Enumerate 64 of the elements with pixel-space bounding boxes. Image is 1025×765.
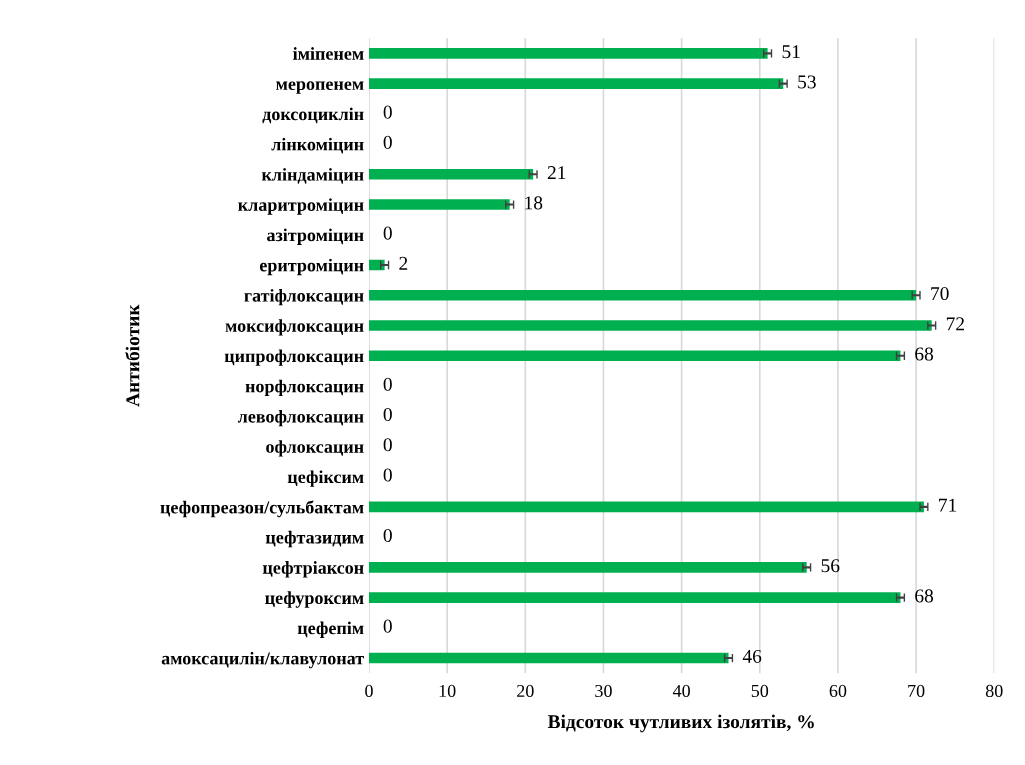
data-label: 68 (915, 347, 934, 361)
y-tick-label: цефтазидим (265, 530, 364, 548)
x-tick-label: 60 (829, 684, 847, 698)
data-label: 71 (939, 498, 957, 512)
data-label: 0 (383, 226, 392, 240)
bar (369, 320, 932, 331)
data-label: 0 (383, 135, 392, 149)
data-label: 68 (915, 589, 934, 603)
y-tick-label: азітроміцин (267, 228, 364, 245)
x-tick-label: 10 (439, 684, 456, 698)
y-tick-label: цефепім (297, 621, 364, 638)
y-tick-label: норфлоксацин (245, 379, 364, 397)
y-tick-label: амоксацилін/клавулонат (161, 651, 364, 669)
y-tick-label: цефуроксим (265, 591, 364, 608)
data-label: 51 (782, 45, 800, 59)
x-tick-label: 20 (517, 684, 534, 698)
data-label: 0 (383, 468, 392, 482)
bar (369, 48, 768, 59)
y-tick-label: еритроміцин (259, 258, 364, 276)
data-label: 0 (383, 407, 392, 422)
x-tick-label: 70 (908, 684, 925, 698)
x-tick-label: 50 (751, 684, 769, 698)
data-label: 46 (742, 649, 762, 663)
bar (369, 289, 917, 301)
data-label: 56 (821, 559, 840, 573)
bar (369, 78, 784, 89)
data-label: 18 (525, 196, 543, 210)
y-tick-label: іміпенем (293, 47, 364, 60)
y-tick-label: гатіфлоксацин (244, 288, 364, 306)
data-label: 0 (383, 377, 392, 391)
x-tick-label: 0 (365, 684, 373, 698)
bar (369, 501, 924, 513)
y-tick-label: кларитроміцин (238, 198, 364, 215)
data-label: 72 (946, 317, 964, 331)
bar (369, 562, 807, 573)
data-label: 0 (383, 105, 392, 119)
y-tick-label: ципрофлоксацин (224, 349, 364, 366)
bar (369, 652, 729, 664)
data-label: 2 (399, 256, 408, 270)
y-tick-label: лінкоміцин (271, 137, 364, 154)
data-label: 0 (383, 438, 392, 452)
data-label: 0 (383, 528, 392, 543)
y-tick-label: кліндаміцин (261, 168, 364, 184)
y-tick-label: офлоксацин (266, 440, 364, 457)
bar (369, 199, 510, 210)
y-tick-label: цефопреазон/сульбактам (160, 500, 364, 518)
data-label: 53 (798, 75, 816, 89)
y-tick-label: моксифлоксацин (225, 319, 364, 336)
y-tick-label: левофлоксацин (237, 409, 364, 427)
y-tick-label: цефіксим (287, 470, 364, 487)
x-axis-title: Відсоток чутливих ізолятів, % (547, 714, 814, 733)
x-tick-label: 40 (672, 684, 690, 698)
y-tick-label: меропенем (276, 81, 364, 94)
bar (369, 350, 901, 362)
y-tick-label: цефтріаксон (262, 561, 364, 578)
x-tick-label: 80 (985, 684, 1003, 698)
bar (369, 169, 534, 180)
data-label: 21 (547, 166, 566, 179)
data-label: 0 (383, 619, 392, 633)
data-label: 70 (931, 287, 949, 301)
bar (369, 592, 901, 603)
y-axis-title: Антибіотик (125, 304, 140, 407)
x-tick-label: 30 (595, 684, 612, 698)
y-tick-label: доксоциклін (262, 107, 364, 124)
